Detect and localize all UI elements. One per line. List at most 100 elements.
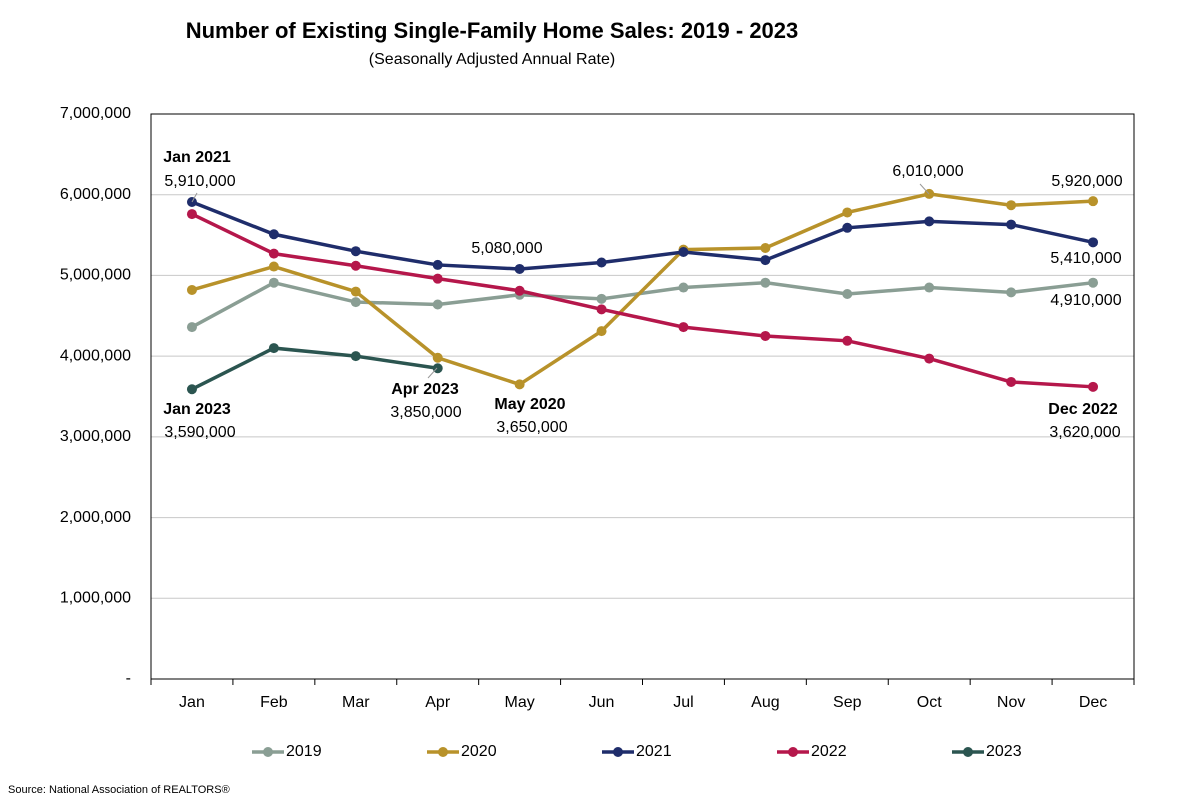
x-tick-label: Nov — [997, 694, 1025, 711]
data-point — [1006, 287, 1017, 298]
data-label: 6,010,000 — [892, 163, 963, 180]
leader-line — [427, 367, 438, 379]
data-point — [842, 207, 853, 218]
x-tick-label: Dec — [1079, 694, 1107, 711]
data-point — [678, 282, 689, 293]
legend-label: 2020 — [461, 743, 497, 760]
point-label: Jan 2023 — [163, 401, 231, 418]
x-tick-label: Sep — [833, 694, 862, 711]
data-point — [268, 343, 279, 354]
data-point — [678, 322, 689, 333]
data-label: 4,910,000 — [1050, 292, 1121, 309]
x-tick-label: Apr — [425, 694, 451, 711]
data-point — [268, 261, 279, 272]
y-tick-label: 1,000,000 — [60, 590, 131, 607]
data-point — [1088, 237, 1099, 248]
data-point — [268, 248, 279, 259]
data-label: 5,080,000 — [471, 240, 542, 257]
data-point — [432, 352, 443, 363]
data-point — [1088, 277, 1099, 288]
y-tick-label: 4,000,000 — [60, 347, 131, 364]
plot-border — [150, 113, 1135, 680]
data-point — [842, 335, 853, 346]
legend-label: 2022 — [811, 743, 847, 760]
data-point — [514, 379, 525, 390]
y-tick-label: 6,000,000 — [60, 186, 131, 203]
x-tick-label: May — [505, 694, 535, 711]
legend-marker — [963, 747, 973, 757]
point-label: May 2020 — [494, 396, 565, 413]
data-point — [924, 353, 935, 364]
data-label: 5,910,000 — [164, 173, 235, 190]
data-point — [432, 299, 443, 310]
data-point — [432, 363, 443, 374]
y-tick-label: 5,000,000 — [60, 267, 131, 284]
y-tick-label: 7,000,000 — [60, 105, 131, 122]
data-point — [186, 284, 197, 295]
data-point — [268, 229, 279, 240]
data-point — [514, 263, 525, 274]
series-line — [191, 212, 1094, 389]
data-label: 5,920,000 — [1051, 173, 1122, 190]
chart-subtitle: (Seasonally Adjusted Annual Rate) — [369, 51, 615, 68]
data-point — [760, 277, 771, 288]
data-point — [514, 285, 525, 296]
point-label: Apr 2023 — [391, 381, 459, 398]
y-tick-label: - — [126, 670, 131, 687]
x-tick-label: Aug — [751, 694, 779, 711]
legend-label: 2023 — [986, 743, 1022, 760]
point-label: Dec 2022 — [1048, 401, 1117, 418]
series-line — [191, 200, 1094, 271]
data-point — [596, 257, 607, 268]
point-label: Jan 2021 — [163, 149, 231, 166]
data-point — [924, 282, 935, 293]
data-point — [1088, 196, 1099, 207]
data-label: 3,620,000 — [1049, 424, 1120, 441]
data-point — [596, 326, 607, 337]
x-tick-label: Jan — [179, 694, 205, 711]
leader-line — [919, 183, 930, 195]
x-tick-label: Mar — [342, 694, 370, 711]
x-tick-label: Jul — [673, 694, 693, 711]
series-line — [191, 346, 438, 391]
data-label: 3,850,000 — [390, 404, 461, 421]
data-point — [924, 216, 935, 227]
x-tick-label: Oct — [917, 694, 942, 711]
data-point — [350, 297, 361, 308]
leader-line — [191, 192, 198, 203]
legend-label: 2019 — [286, 743, 322, 760]
data-point — [186, 322, 197, 333]
data-point — [350, 260, 361, 271]
legend-marker — [788, 747, 798, 757]
data-point — [186, 384, 197, 395]
data-point — [760, 330, 771, 341]
data-point — [350, 246, 361, 257]
data-point — [1006, 376, 1017, 387]
chart-title: Number of Existing Single-Family Home Sa… — [186, 18, 799, 43]
legend-marker — [263, 747, 273, 757]
data-point — [760, 255, 771, 266]
data-label: 5,410,000 — [1050, 250, 1121, 267]
data-point — [1088, 381, 1099, 392]
x-tick-label: Feb — [260, 694, 288, 711]
source: Source: National Association of REALTORS… — [8, 784, 230, 796]
data-label: 3,590,000 — [164, 424, 235, 441]
data-point — [186, 196, 197, 207]
data-point — [1006, 219, 1017, 230]
legend-marker — [613, 747, 623, 757]
data-point — [186, 209, 197, 220]
data-point — [350, 286, 361, 297]
legend-marker — [438, 747, 448, 757]
data-point — [350, 351, 361, 362]
series-line — [191, 192, 1094, 387]
data-point — [432, 273, 443, 284]
data-point — [596, 304, 607, 315]
data-point — [432, 259, 443, 270]
series-line — [191, 280, 1094, 329]
data-point — [842, 222, 853, 233]
x-tick-label: Jun — [589, 694, 615, 711]
data-point — [760, 242, 771, 253]
legend-label: 2021 — [636, 743, 672, 760]
data-label: 3,650,000 — [496, 419, 567, 436]
